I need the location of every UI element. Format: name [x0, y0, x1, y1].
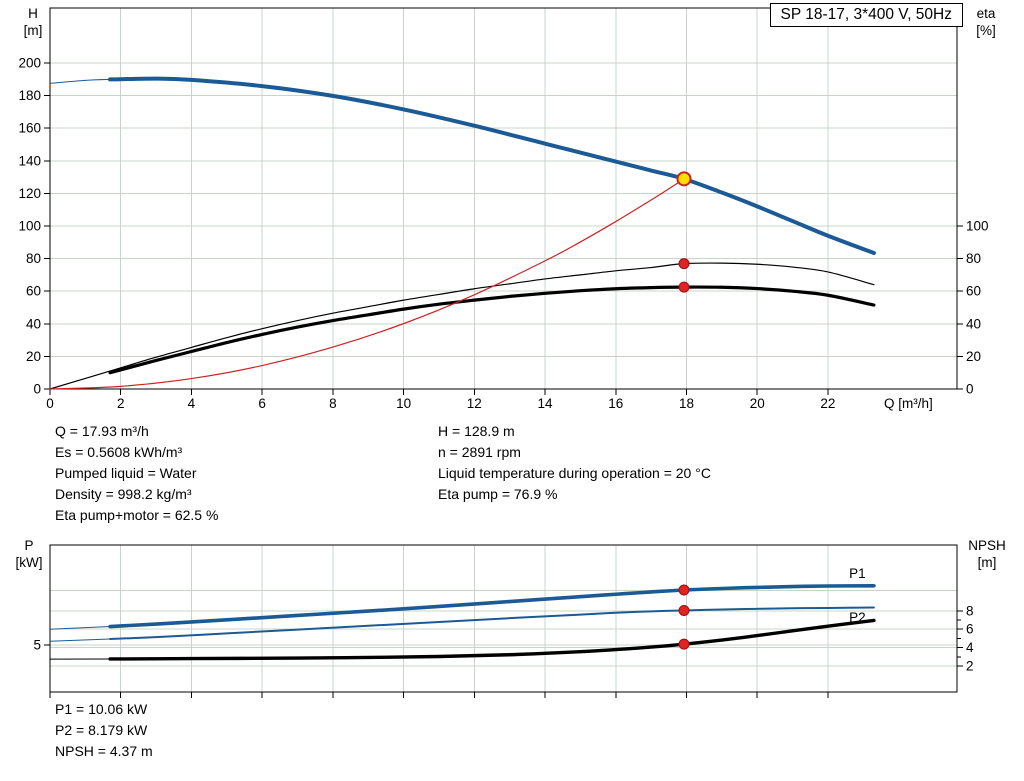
left-tick-label: 20	[26, 349, 41, 364]
x-tick-label: 14	[538, 396, 554, 411]
p-axis-title-symbol: P	[24, 538, 34, 553]
left-tick-label: 160	[18, 121, 41, 136]
q-axis-title: Q [m³/h]	[884, 396, 933, 411]
series-npsh-curve	[49, 618, 876, 661]
right-tick-label: 0	[966, 382, 974, 397]
x-tick-label: 18	[679, 396, 694, 411]
x-tick-label: 6	[258, 396, 266, 411]
eta-axis-title-symbol: eta	[976, 6, 996, 21]
eta-axis-title-unit: [%]	[976, 23, 996, 38]
npsh-point	[678, 638, 690, 650]
x-tick-label: 16	[608, 396, 623, 411]
plot-frame	[49, 544, 958, 693]
x-tick-label: 0	[46, 396, 54, 411]
series-eta-total-curve	[108, 285, 876, 375]
x-tick-label: 4	[188, 396, 196, 411]
left-tick-label: 200	[18, 55, 41, 70]
hq-chart: 0 20 40 60 80 100 120 140 160 180 200 0 20 40 60 80 100 0…	[18, 7, 989, 411]
npsh-axis-title-unit: [m]	[977, 555, 997, 570]
detail-eta-pump: Eta pump = 76.9 %	[438, 486, 558, 502]
eta-total-point	[678, 281, 690, 293]
eta-axis-title: eta [%]	[964, 5, 1008, 39]
x-tick-label: 12	[467, 396, 482, 411]
detail-flow: Q = 17.93 m³/h	[55, 423, 149, 439]
detail-density: Density = 998.2 kg/m³	[55, 486, 192, 502]
detail-specific-energy: Es = 0.5608 kWh/m³	[55, 444, 183, 460]
h-axis-title-unit: [m]	[23, 23, 43, 38]
left-tick-label: 80	[26, 251, 41, 266]
right-tick-label: 2	[966, 658, 974, 673]
h-axis-title-symbol: H	[28, 6, 38, 21]
series-p1-curve	[49, 583, 876, 630]
gridlines	[50, 545, 957, 692]
left-tick-label: 40	[26, 316, 41, 331]
series-system-curve	[49, 178, 685, 390]
pump-model-label: SP 18-17, 3*400 V, 50Hz	[780, 6, 953, 23]
curve-label-p2: P2	[849, 610, 866, 625]
detail-npsh: NPSH = 4.37 m	[55, 743, 153, 759]
axis-ticks	[44, 610, 963, 698]
pump-model-box: SP 18-17, 3*400 V, 50Hz	[769, 3, 963, 27]
x-tick-label: 2	[117, 396, 125, 411]
npsh-axis-title-symbol: NPSH	[968, 538, 1006, 553]
duty-details-right: H = 128.9 m n = 2891 rpm Liquid temperat…	[438, 421, 711, 505]
curve-label-p1: P1	[849, 566, 866, 581]
gridlines	[50, 8, 957, 389]
x-tick-label: 20	[750, 396, 765, 411]
eta-pump-point	[678, 258, 690, 270]
duty-point[interactable]	[676, 171, 692, 187]
axis-tick-labels: 5 2 4 6 8	[33, 603, 974, 673]
p-axis-title-unit: [kW]	[15, 555, 43, 570]
p-axis-title: P [kW]	[6, 537, 52, 571]
right-tick-label: 6	[966, 622, 974, 637]
h-axis-title: H [m]	[15, 5, 51, 39]
right-tick-label: 100	[966, 218, 989, 233]
detail-liquid-temperature: Liquid temperature during operation = 20…	[438, 465, 711, 481]
duty-details-left: Q = 17.93 m³/h Es = 0.5608 kWh/m³ Pumped…	[55, 421, 218, 526]
detail-head: H = 128.9 m	[438, 423, 515, 439]
left-tick-label: 5	[33, 638, 41, 653]
right-tick-label: 4	[966, 640, 974, 655]
x-tick-label: 8	[329, 396, 337, 411]
series-p2-curve	[49, 606, 875, 642]
axis-tick-labels: 0 20 40 60 80 100 120 140 160 180 200 0 20 40 60 80 100 0…	[18, 55, 988, 411]
detail-p1: P1 = 10.06 kW	[55, 701, 148, 717]
p2-point	[678, 604, 690, 616]
right-tick-label: 20	[966, 349, 981, 364]
right-tick-label: 80	[966, 251, 981, 266]
plot-frame	[49, 7, 958, 390]
detail-pumped-liquid: Pumped liquid = Water	[55, 465, 197, 481]
x-tick-label: 10	[396, 396, 411, 411]
left-tick-label: 120	[18, 186, 41, 201]
left-tick-label: 60	[26, 284, 41, 299]
left-tick-label: 100	[18, 218, 41, 233]
detail-eta-pump-motor: Eta pump+motor = 62.5 %	[55, 507, 219, 523]
right-tick-label: 60	[966, 284, 981, 299]
power-npsh-chart: 5 2 4 6 8 P1 P2	[33, 544, 974, 698]
npsh-axis-title: NPSH [m]	[960, 537, 1014, 571]
axis-ticks	[44, 62, 963, 395]
series-head-curve	[49, 76, 876, 256]
left-tick-label: 140	[18, 153, 41, 168]
detail-speed: n = 2891 rpm	[438, 444, 521, 460]
right-tick-label: 40	[966, 316, 981, 331]
detail-p2: P2 = 8.179 kW	[55, 722, 148, 738]
p1-point	[678, 584, 690, 596]
series-eta-pump-curve	[49, 262, 875, 390]
power-details: P1 = 10.06 kW P2 = 8.179 kW NPSH = 4.37 …	[55, 699, 153, 762]
right-tick-label: 8	[966, 603, 974, 618]
left-tick-label: 0	[33, 382, 41, 397]
x-tick-label: 22	[820, 396, 835, 411]
left-tick-label: 180	[18, 88, 41, 103]
